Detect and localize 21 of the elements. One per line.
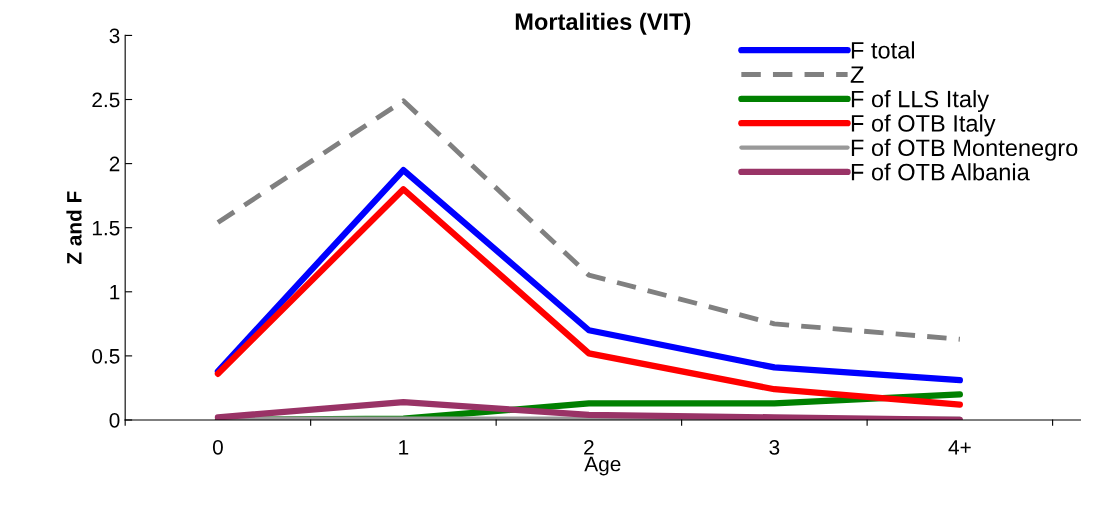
y-tick-label: 1 bbox=[110, 285, 120, 300]
y-tick-label: 1.5 bbox=[92, 220, 120, 236]
x-tick-label: 1 bbox=[399, 440, 409, 455]
x-tick-label: 4+ bbox=[948, 440, 971, 455]
legend-label: F of LLS Italy bbox=[851, 90, 990, 113]
y-tick-label: 2 bbox=[109, 156, 120, 172]
y-tick-label: 0 bbox=[109, 412, 120, 428]
legend-label: F of OTB Italy bbox=[851, 114, 996, 137]
x-tick-label: 2 bbox=[584, 439, 594, 455]
y-tick-label: 0.5 bbox=[92, 348, 120, 364]
chart-title: Mortalities (VIT) bbox=[515, 12, 691, 35]
x-tick-label: 0 bbox=[212, 439, 223, 455]
legend-label: F of OTB Montenegro bbox=[851, 138, 1078, 161]
y-tick-label: 3 bbox=[109, 28, 120, 44]
y-tick-label: 2.5 bbox=[92, 92, 120, 108]
x-tick-label: 3 bbox=[769, 439, 780, 455]
y-axis-title: Z and F bbox=[66, 191, 82, 265]
legend-label: F of OTB Albania bbox=[851, 163, 1030, 181]
legend-label: F total bbox=[851, 41, 914, 59]
x-axis-title: Age bbox=[584, 456, 621, 476]
legend-label: Z bbox=[850, 66, 864, 83]
